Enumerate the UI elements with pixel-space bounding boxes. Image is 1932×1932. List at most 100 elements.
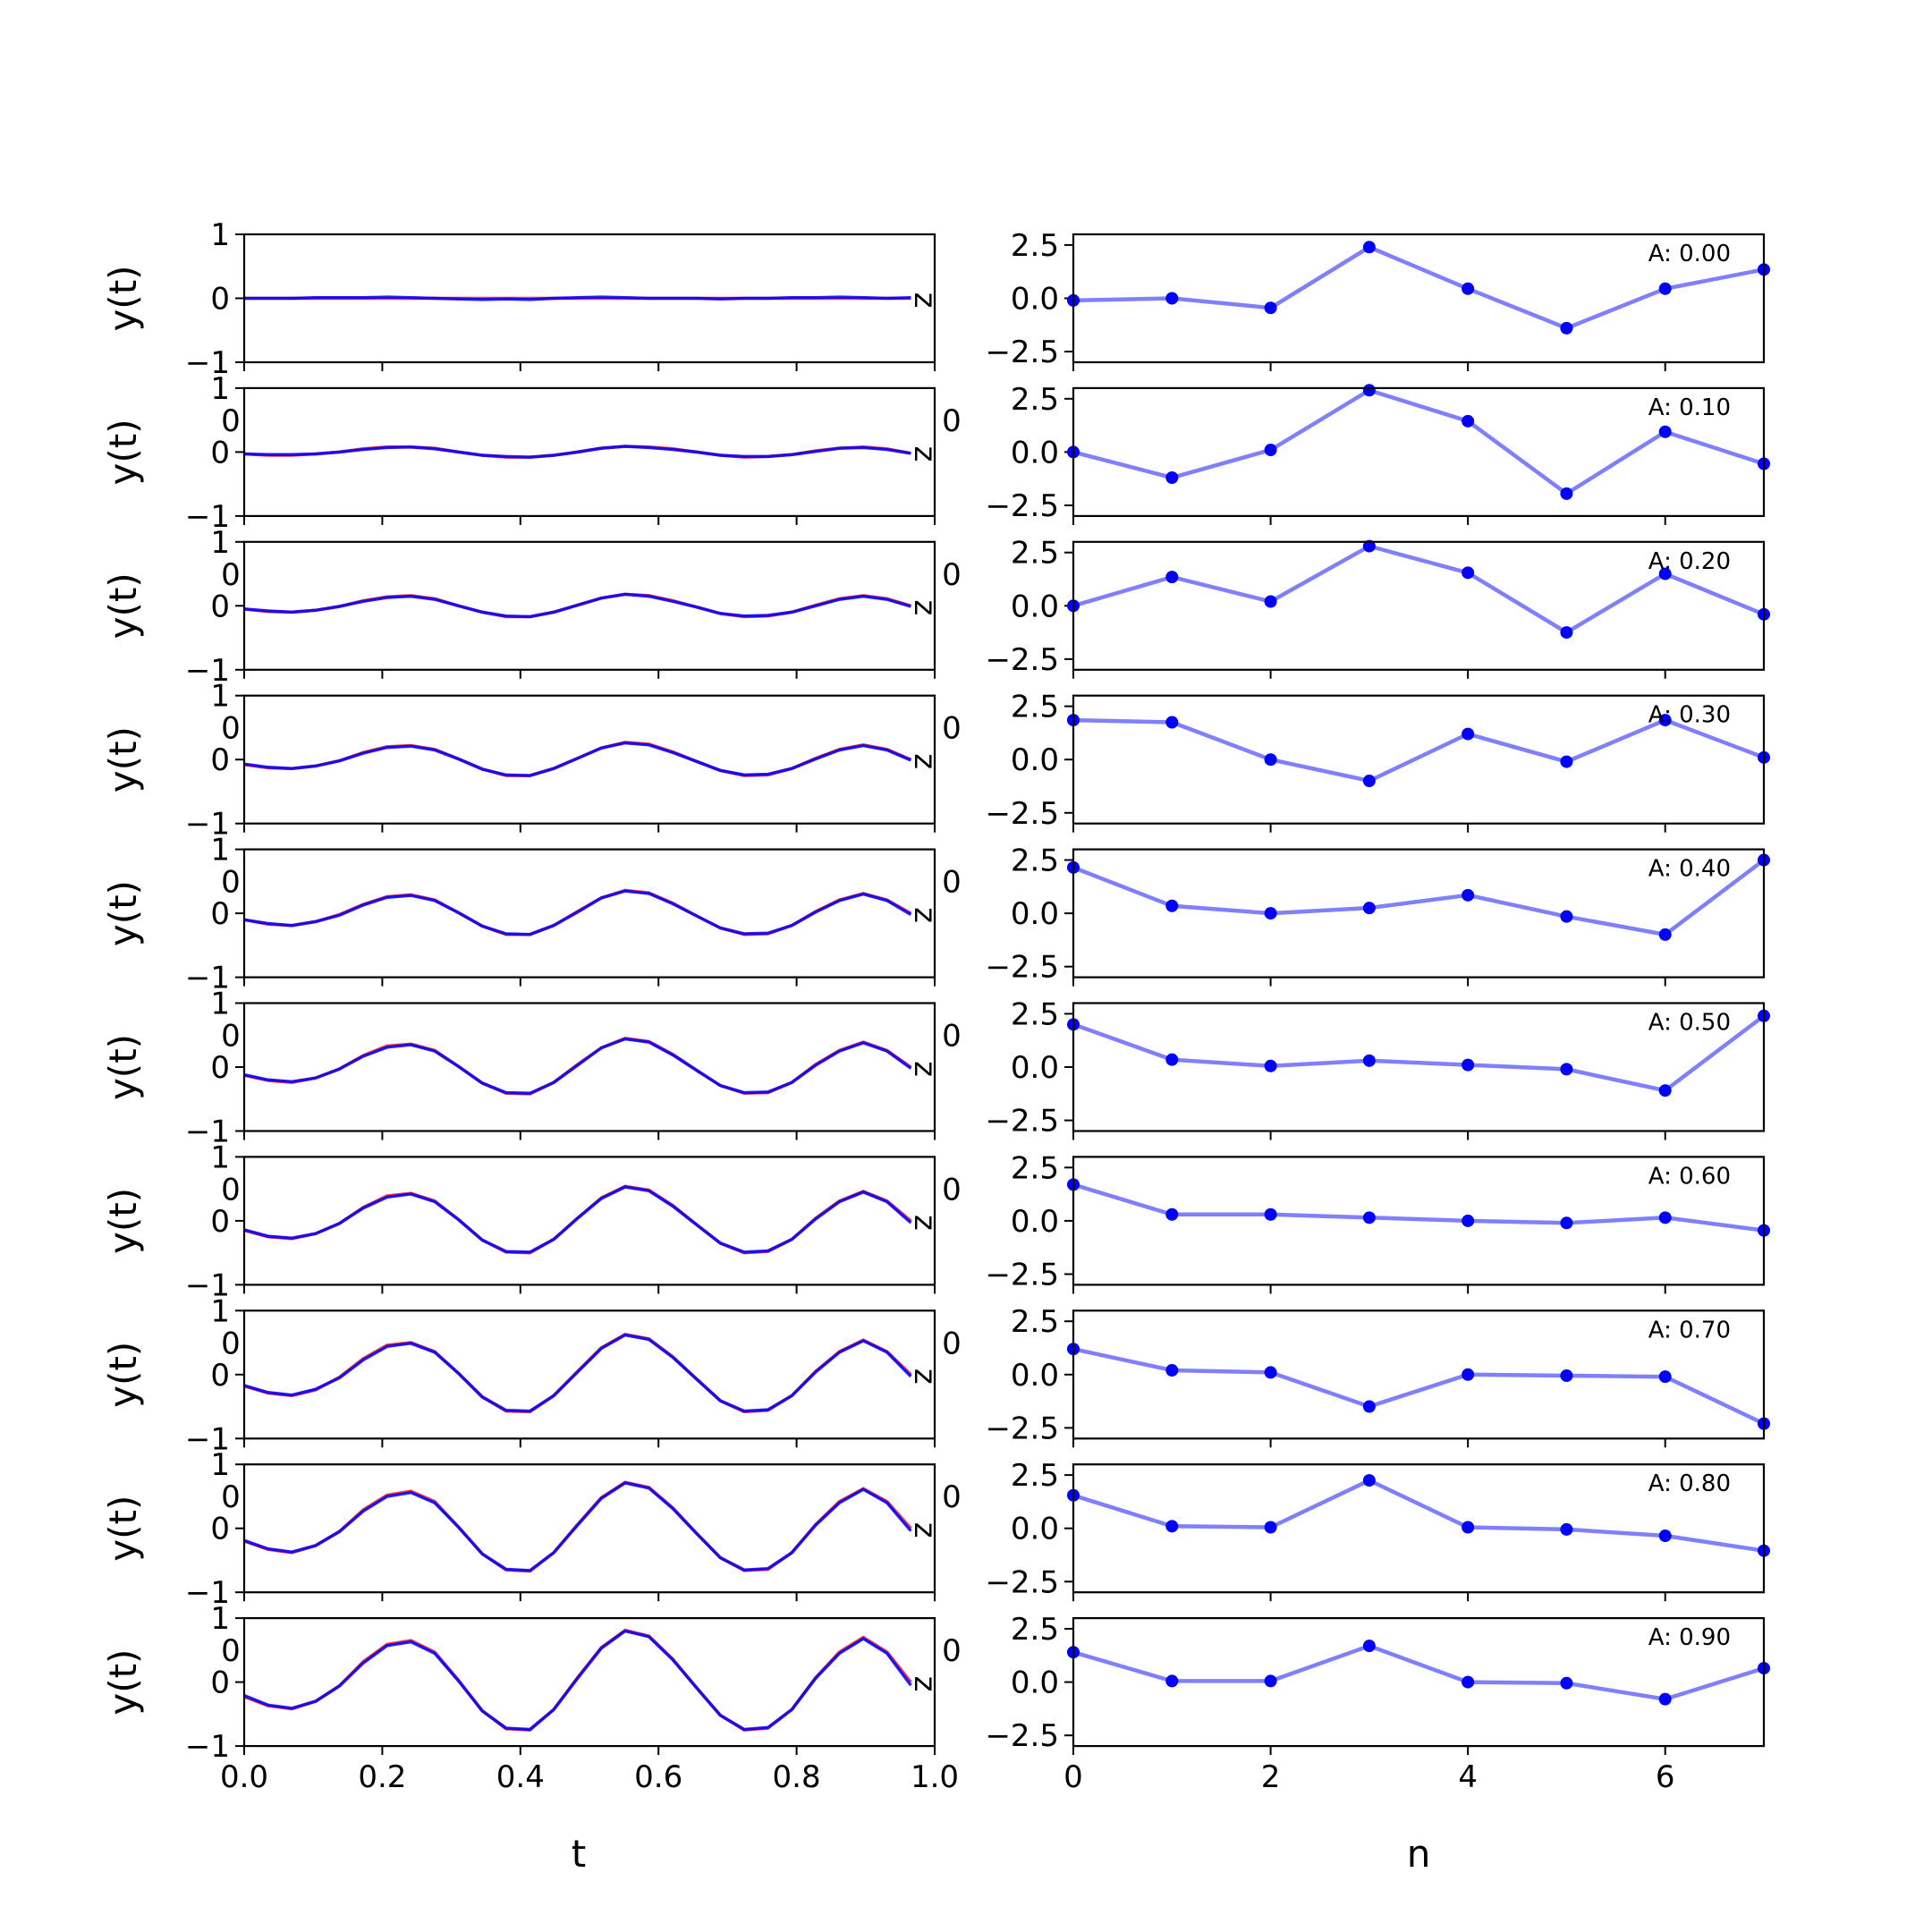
right-ytick-label: −2.5 [985, 335, 1059, 370]
samples-line [1072, 1014, 1766, 1093]
sample-point [1658, 1530, 1672, 1543]
right-ytick-label: −2.5 [985, 642, 1059, 678]
samples-line [1072, 1347, 1765, 1426]
overlap-tick-label: 0 [942, 1326, 962, 1361]
left-xtick-label: 0.0 [220, 1759, 268, 1795]
z-marker-label: z [907, 753, 943, 769]
right-ytick-label: 0.0 [1011, 1050, 1059, 1086]
sample-point [1560, 755, 1573, 768]
sample-point [1462, 1675, 1475, 1689]
right-xtick-label: 6 [1656, 1759, 1675, 1795]
right-axes-frame [1072, 694, 1766, 825]
sample-point [1658, 282, 1672, 295]
left-ytick-label: 1 [210, 1140, 230, 1175]
sample-point [1362, 241, 1376, 254]
sample-point [1264, 444, 1277, 457]
left-ytick-label: −1 [185, 1267, 230, 1303]
amplitude-label: A: 0.40 [1648, 856, 1731, 883]
amplitude-label: A: 0.80 [1648, 1470, 1731, 1497]
right-panel-8: −2.5 0.0 2.5 A: 0.80 [985, 1458, 1770, 1602]
sample-point [1462, 1214, 1475, 1227]
amplitude-label: A: 0.60 [1648, 1163, 1731, 1190]
samples-line [1072, 717, 1765, 784]
series-line-prediction [243, 1185, 912, 1254]
right-xtick-label: 2 [1261, 1759, 1281, 1795]
sample-point [1165, 292, 1179, 305]
sample-point [1264, 1521, 1277, 1534]
left-ytick-label: −1 [185, 1575, 230, 1611]
sample-point [1264, 907, 1277, 920]
right-ytick-label: 0.0 [1011, 435, 1059, 470]
right-xtick-label: 0 [1063, 1759, 1083, 1795]
right-ytick-label: −2.5 [985, 796, 1059, 832]
left-axes-frame [242, 233, 936, 364]
right-ytick-label: −2.5 [985, 1718, 1059, 1754]
sample-point [1560, 1522, 1573, 1536]
right-axes-frame [1072, 1002, 1766, 1132]
right-ytick-label: −2.5 [985, 488, 1059, 524]
amplitude-label: A: 0.50 [1648, 1010, 1731, 1037]
sample-point [1165, 899, 1179, 912]
left-ylabel: y(t) [101, 1649, 145, 1716]
sample-point [1560, 1063, 1573, 1076]
sample-point [1362, 1640, 1376, 1653]
amplitude-label: A: 0.30 [1648, 702, 1731, 729]
sample-point [1560, 910, 1573, 923]
z-marker-label: z [907, 1676, 943, 1692]
sample-point [1362, 902, 1376, 915]
overlap-tick-label: 0 [221, 1479, 241, 1515]
left-ytick-label: 0 [210, 1358, 230, 1394]
left-panel-0: −1 0 1 z y(t) [101, 217, 943, 381]
right-ytick-label: −2.5 [985, 950, 1059, 986]
right-ytick-label: 0.0 [1011, 589, 1059, 624]
right-panel-2: −2.5 0.0 2.5 A: 0.20 [985, 536, 1770, 679]
right-ytick-label: 0.0 [1011, 282, 1059, 318]
right-ytick-label: 2.5 [1011, 1150, 1059, 1186]
sample-point [1362, 1400, 1376, 1413]
left-ytick-label: 0 [210, 1665, 230, 1701]
left-ytick-label: 1 [210, 525, 230, 561]
right-panel-9: 0 2 4 6 −2.5 0.0 2.5 A: 0.90 [985, 1612, 1770, 1795]
left-xtick-label: 0.6 [634, 1759, 682, 1795]
right-ytick-label: 2.5 [1011, 382, 1059, 418]
right-xlabel: n [1407, 1832, 1431, 1876]
series-line-prediction [243, 1037, 912, 1096]
samples-line [1072, 544, 1765, 635]
series-line-prediction [243, 889, 912, 936]
left-xlabel: t [572, 1832, 586, 1876]
left-ytick-label: 0 [210, 1512, 230, 1547]
samples-line [1072, 1478, 1765, 1553]
z-marker-label: z [907, 445, 943, 462]
right-ytick-label: 0.0 [1011, 1358, 1059, 1394]
samples-line [1072, 244, 1765, 331]
overlap-tick-label: 0 [942, 1633, 962, 1669]
series-line-prediction [243, 1629, 912, 1732]
right-axes-frame [1072, 1616, 1766, 1748]
left-ylabel: y(t) [101, 880, 145, 946]
left-ylabel: y(t) [101, 1188, 145, 1254]
left-ytick-label: −1 [185, 1729, 230, 1765]
sample-point [1560, 321, 1573, 335]
sample-point [1264, 1208, 1277, 1221]
left-ytick-label: 1 [210, 679, 230, 715]
sample-point [1462, 1058, 1475, 1072]
left-ylabel: y(t) [101, 572, 145, 639]
left-ylabel: y(t) [101, 1034, 145, 1100]
left-axes-frame [242, 1309, 936, 1440]
sample-point [1362, 1211, 1376, 1224]
left-axes-frame [242, 848, 936, 979]
left-ytick-label: −1 [185, 653, 230, 689]
left-axes-frame [242, 1616, 936, 1748]
overlap-tick-label: 0 [942, 403, 962, 439]
right-panel-4: −2.5 0.0 2.5 A: 0.40 [985, 843, 1770, 987]
series-line-prediction [243, 592, 911, 619]
right-ytick-label: −2.5 [985, 1411, 1059, 1446]
right-panel-1: −2.5 0.0 2.5 A: 0.10 [985, 382, 1770, 525]
right-panel-0: −2.5 0.0 2.5 A: 0.00 [985, 228, 1770, 371]
sample-point [1165, 471, 1179, 484]
right-ytick-label: 2.5 [1011, 1304, 1059, 1340]
right-axes-frame [1072, 1463, 1766, 1594]
